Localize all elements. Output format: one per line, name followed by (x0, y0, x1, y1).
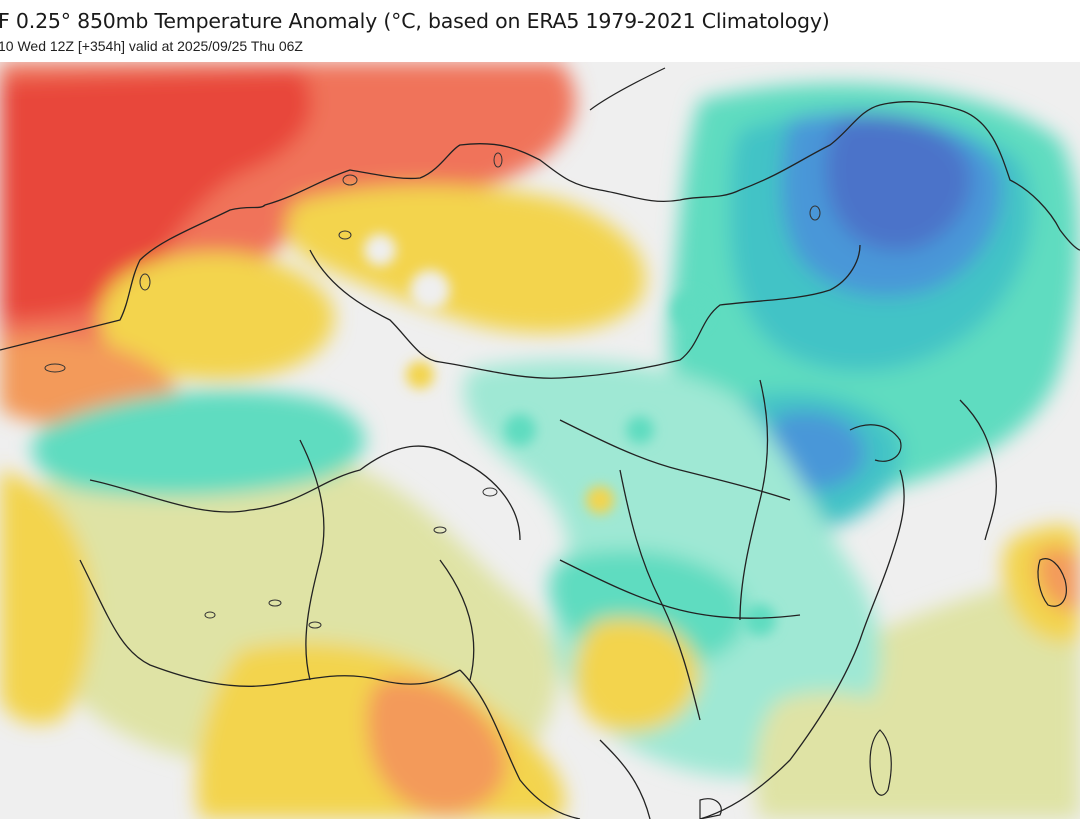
lake-baikal (589, 67, 666, 111)
lake-outline (342, 174, 358, 186)
map-header: F 0.25° 850mb Temperature Anomaly (°C, b… (0, 0, 1080, 62)
border-internal-5 (299, 439, 325, 681)
cool-speck (504, 414, 536, 446)
border-internal-6 (439, 559, 475, 681)
lake-outline (44, 363, 66, 373)
strong-cold-core (825, 115, 971, 251)
map-valid-time: 10 Wed 12Z [+354h] valid at 2025/09/25 T… (0, 38, 303, 54)
faint-warm-scs (755, 692, 923, 819)
taiwan-outline (869, 729, 892, 796)
border-sw (79, 559, 461, 687)
border-internal-2 (559, 559, 801, 619)
lake-outline (268, 599, 282, 607)
orange-japan (1036, 548, 1080, 611)
border-vietnam (599, 739, 651, 819)
cool-speck (744, 604, 776, 636)
lake-outline (493, 152, 503, 168)
map-title: F 0.25° 850mb Temperature Anomaly (°C, b… (0, 9, 830, 33)
anomaly-map (0, 62, 1080, 819)
border-north (0, 101, 1080, 351)
warm-speck (586, 486, 614, 514)
neutral-speck (410, 270, 450, 310)
border-mongolia-south (309, 244, 861, 379)
border-tibet (89, 445, 521, 541)
border-internal-4 (739, 379, 769, 621)
cool-speck (672, 292, 708, 328)
lakes (44, 152, 821, 629)
lake-outline (482, 487, 498, 497)
border-internal-1 (559, 419, 791, 501)
lake-outline (139, 273, 151, 291)
border-east-coast (699, 469, 905, 819)
orange-southwest (367, 678, 507, 815)
japan-outline (1037, 558, 1067, 607)
border-internal-3 (619, 469, 701, 721)
country-borders (0, 101, 1080, 819)
anomaly-detail (364, 234, 776, 636)
border-korea (959, 399, 997, 541)
lake-outline (338, 230, 352, 240)
warm-south-strip (0, 470, 93, 724)
yellow-mongolia (286, 185, 646, 334)
warm-south (573, 618, 700, 733)
yellow-west (100, 252, 335, 380)
warm-speck (406, 361, 434, 389)
cool-tarim (32, 390, 366, 497)
lake-outline (204, 611, 216, 619)
strong-warm-core (0, 70, 312, 320)
cool-speck (626, 416, 654, 444)
hainan-outline (699, 798, 722, 819)
border-south (459, 669, 581, 819)
bohai-coast (849, 424, 902, 462)
lake-outline (433, 526, 447, 534)
lake-outline (308, 621, 322, 629)
coastlines (589, 67, 1067, 819)
neutral-speck (364, 234, 396, 266)
lake-outline (809, 205, 821, 221)
